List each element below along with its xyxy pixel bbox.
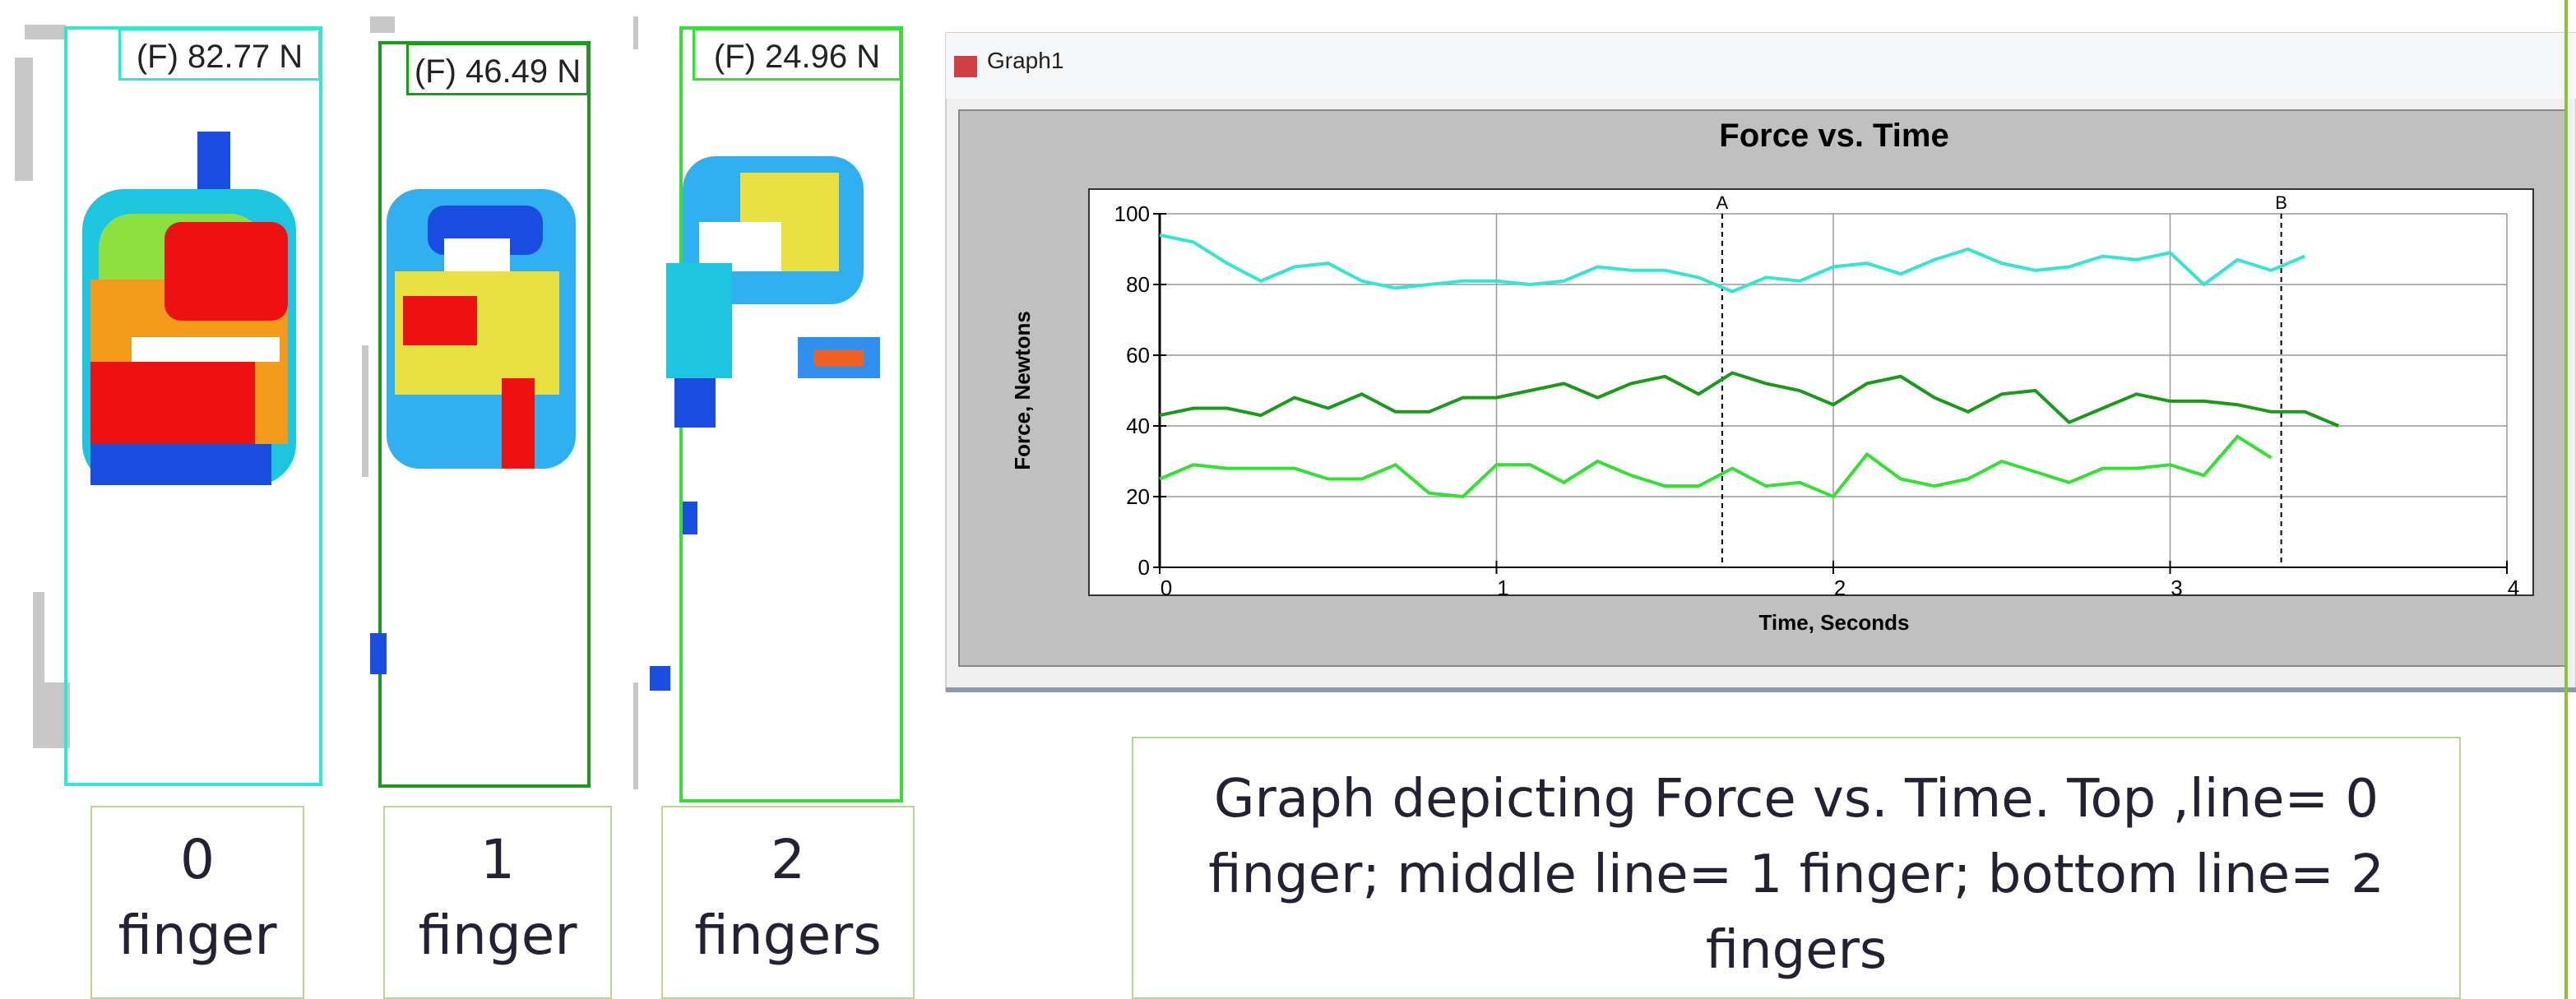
y-tick-label: 0 xyxy=(1138,555,1150,580)
x-tick-label: 0 xyxy=(1161,576,1172,600)
y-tick-label: 40 xyxy=(1126,414,1150,438)
panel-label: 2 fingers xyxy=(661,806,915,999)
page: Force vs. Time Time, Seconds Force, Newt… xyxy=(0,0,2576,999)
caption: Graph depicting Force vs. Time. Top ,lin… xyxy=(1132,737,2461,999)
window-edge xyxy=(946,687,2576,692)
x-tick-label: 2 xyxy=(1834,576,1846,600)
x-axis-label: Time, Seconds xyxy=(1758,610,1909,635)
force-readout: (F) 24.96 N xyxy=(693,28,901,81)
heatmap xyxy=(82,132,880,691)
y-tick-label: 60 xyxy=(1126,343,1150,368)
window-title: Graph1 xyxy=(987,48,1063,74)
plot-area xyxy=(1089,189,2533,595)
y-tick-label: 20 xyxy=(1126,484,1150,509)
right-rule xyxy=(2564,0,2568,999)
marker-label: A xyxy=(1717,192,1729,213)
x-tick-label: 3 xyxy=(2171,576,2182,600)
force-readout: (F) 82.77 N xyxy=(118,28,321,81)
y-axis-label: Force, Newtons xyxy=(1010,311,1035,470)
x-tick-label: 1 xyxy=(1497,576,1508,600)
force-readout: (F) 46.49 N xyxy=(406,43,589,95)
x-tick-label: 4 xyxy=(2508,576,2519,600)
chart-title: Force vs. Time xyxy=(1719,118,1948,154)
marker-label: B xyxy=(2275,192,2287,213)
window-icon xyxy=(954,56,977,77)
panel-label: 0 finger xyxy=(90,806,304,999)
y-tick-label: 100 xyxy=(1114,201,1150,226)
panel-label: 1 finger xyxy=(383,806,612,999)
title-bar xyxy=(946,33,2576,99)
y-tick-label: 80 xyxy=(1126,272,1150,297)
